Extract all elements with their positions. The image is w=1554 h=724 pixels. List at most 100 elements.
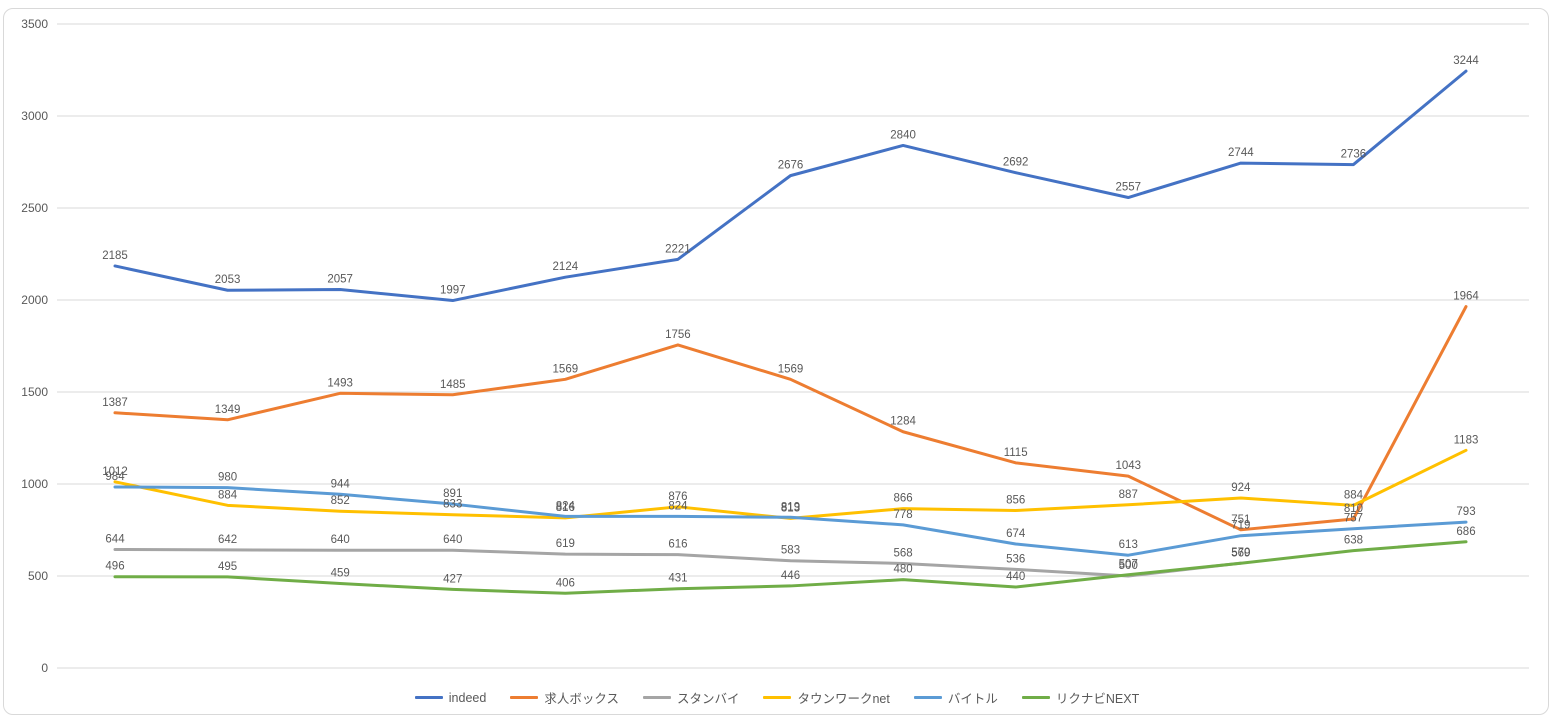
data-label-求人ボックス: 1569: [778, 363, 804, 375]
legend-label: バイトル: [947, 692, 998, 706]
data-label-バイトル: 944: [331, 478, 351, 490]
data-label-タウンワークnet: 1183: [1454, 434, 1479, 446]
legend-label: リクナビNEXT: [1055, 692, 1140, 706]
chart-legend: indeed 求人ボックス スタンバイ タウンワークnet バイトル リクナビNEXT: [0, 688, 1554, 707]
data-label-求人ボックス: 751: [1231, 514, 1250, 526]
data-label-リクナビNEXT: 459: [331, 568, 350, 580]
legend-label: 求人ボックス: [544, 692, 619, 706]
data-label-スタンバイ: 640: [331, 534, 350, 546]
data-label-タウンワークnet: 887: [1119, 489, 1138, 501]
series-line-リクナビNEXT: [113, 540, 1468, 595]
series-line-求人ボックス: [113, 305, 1468, 532]
legend-item-バイトル[interactable]: バイトル: [913, 688, 998, 707]
data-label-indeed: 1997: [440, 285, 466, 297]
legend-label: indeed: [448, 690, 487, 705]
data-label-求人ボックス: 1569: [553, 363, 579, 375]
data-label-indeed: 2840: [890, 129, 916, 141]
data-label-求人ボックス: 1964: [1453, 291, 1479, 303]
data-label-求人ボックス: 1349: [215, 404, 241, 416]
legend-label: スタンバイ: [676, 692, 740, 706]
data-label-タウンワークnet: 813: [781, 502, 800, 514]
data-label-indeed: 2557: [1115, 182, 1141, 194]
data-label-バイトル: 819: [781, 501, 800, 513]
data-label-タウンワークnet: 924: [1231, 482, 1251, 494]
data-label-バイトル: 891: [443, 488, 462, 500]
data-label-バイトル: 674: [1006, 528, 1026, 540]
data-label-求人ボックス: 810: [1344, 503, 1363, 515]
y-tick-label: 500: [28, 569, 48, 583]
data-label-タウンワークnet: 833: [443, 499, 462, 511]
data-label-スタンバイ: 642: [218, 534, 237, 546]
data-label-リクナビNEXT: 480: [893, 564, 912, 576]
data-label-リクナビNEXT: 569: [1231, 547, 1250, 559]
data-label-タウンワークnet: 884: [218, 489, 238, 501]
series-line-バイトル: [113, 485, 1468, 557]
data-label-リクナビNEXT: 686: [1456, 526, 1475, 538]
legend-item-求人ボックス[interactable]: 求人ボックス: [510, 688, 619, 707]
data-label-タウンワークnet: 866: [893, 493, 912, 505]
data-label-バイトル: 980: [218, 472, 237, 484]
data-label-求人ボックス: 1485: [440, 379, 466, 391]
legend-line-swatch: [414, 696, 443, 699]
y-tick-label: 2000: [21, 293, 48, 307]
data-label-indeed: 2185: [102, 250, 128, 262]
legend-item-indeed[interactable]: indeed: [414, 690, 487, 705]
data-label-スタンバイ: 500: [1119, 560, 1138, 572]
data-label-リクナビNEXT: 431: [668, 573, 687, 585]
legend-item-リクナビNEXT[interactable]: リクナビNEXT: [1021, 688, 1140, 707]
data-label-スタンバイ: 570: [1231, 547, 1250, 559]
data-label-リクナビNEXT: 495: [218, 561, 237, 573]
y-tick-label: 1500: [21, 385, 48, 399]
data-label-スタンバイ: 583: [781, 545, 800, 557]
data-label-indeed: 3244: [1453, 55, 1479, 67]
data-label-タウンワークnet: 816: [556, 502, 575, 514]
data-label-タウンワークnet: 852: [331, 495, 350, 507]
data-label-バイトル: 719: [1231, 520, 1250, 532]
data-label-求人ボックス: 1284: [890, 416, 916, 428]
data-label-バイトル: 793: [1456, 506, 1475, 518]
series-line-スタンバイ: [113, 548, 1243, 578]
data-label-バイトル: 613: [1119, 539, 1138, 551]
data-label-スタンバイ: 536: [1006, 553, 1025, 565]
data-label-リクナビNEXT: 406: [556, 577, 575, 589]
legend-line-swatch: [913, 696, 942, 699]
legend-item-スタンバイ[interactable]: スタンバイ: [642, 688, 740, 707]
y-tick-label: 1000: [21, 477, 48, 491]
legend-line-swatch: [763, 696, 792, 699]
legend-label: タウンワークnet: [797, 692, 890, 706]
series-line-indeed: [113, 69, 1468, 303]
y-tick-label: 0: [41, 661, 48, 675]
data-label-タウンワークnet: 876: [668, 491, 687, 503]
y-tick-label: 3500: [21, 17, 48, 31]
data-label-リクナビNEXT: 638: [1344, 535, 1363, 547]
data-label-求人ボックス: 1493: [327, 377, 353, 389]
data-label-スタンバイ: 644: [105, 534, 125, 546]
data-label-indeed: 2736: [1341, 149, 1367, 161]
legend-line-swatch: [510, 696, 539, 699]
data-label-タウンワークnet: 884: [1344, 489, 1364, 501]
data-label-indeed: 2124: [553, 261, 579, 273]
data-label-バイトル: 824: [556, 500, 576, 512]
data-label-バイトル: 984: [105, 471, 125, 483]
data-label-タウンワークnet: 856: [1006, 494, 1025, 506]
data-label-リクナビNEXT: 446: [781, 570, 800, 582]
data-label-求人ボックス: 1387: [102, 397, 128, 409]
data-label-スタンバイ: 568: [893, 547, 912, 559]
data-label-スタンバイ: 619: [556, 538, 575, 550]
data-label-スタンバイ: 616: [668, 539, 687, 551]
legend-line-swatch: [642, 696, 671, 699]
data-label-求人ボックス: 1115: [1004, 447, 1028, 459]
data-label-リクナビNEXT: 507: [1119, 559, 1138, 571]
data-label-indeed: 2053: [215, 274, 241, 286]
data-label-タウンワークnet: 1012: [102, 466, 128, 478]
data-label-リクナビNEXT: 440: [1006, 571, 1025, 583]
y-tick-label: 3000: [21, 109, 48, 123]
data-label-スタンバイ: 640: [443, 534, 462, 546]
legend-line-swatch: [1021, 696, 1050, 699]
legend-item-タウンワークnet[interactable]: タウンワークnet: [763, 688, 890, 707]
data-label-求人ボックス: 1043: [1115, 460, 1141, 472]
data-label-indeed: 2676: [778, 160, 804, 172]
data-label-バイトル: 778: [893, 509, 912, 521]
